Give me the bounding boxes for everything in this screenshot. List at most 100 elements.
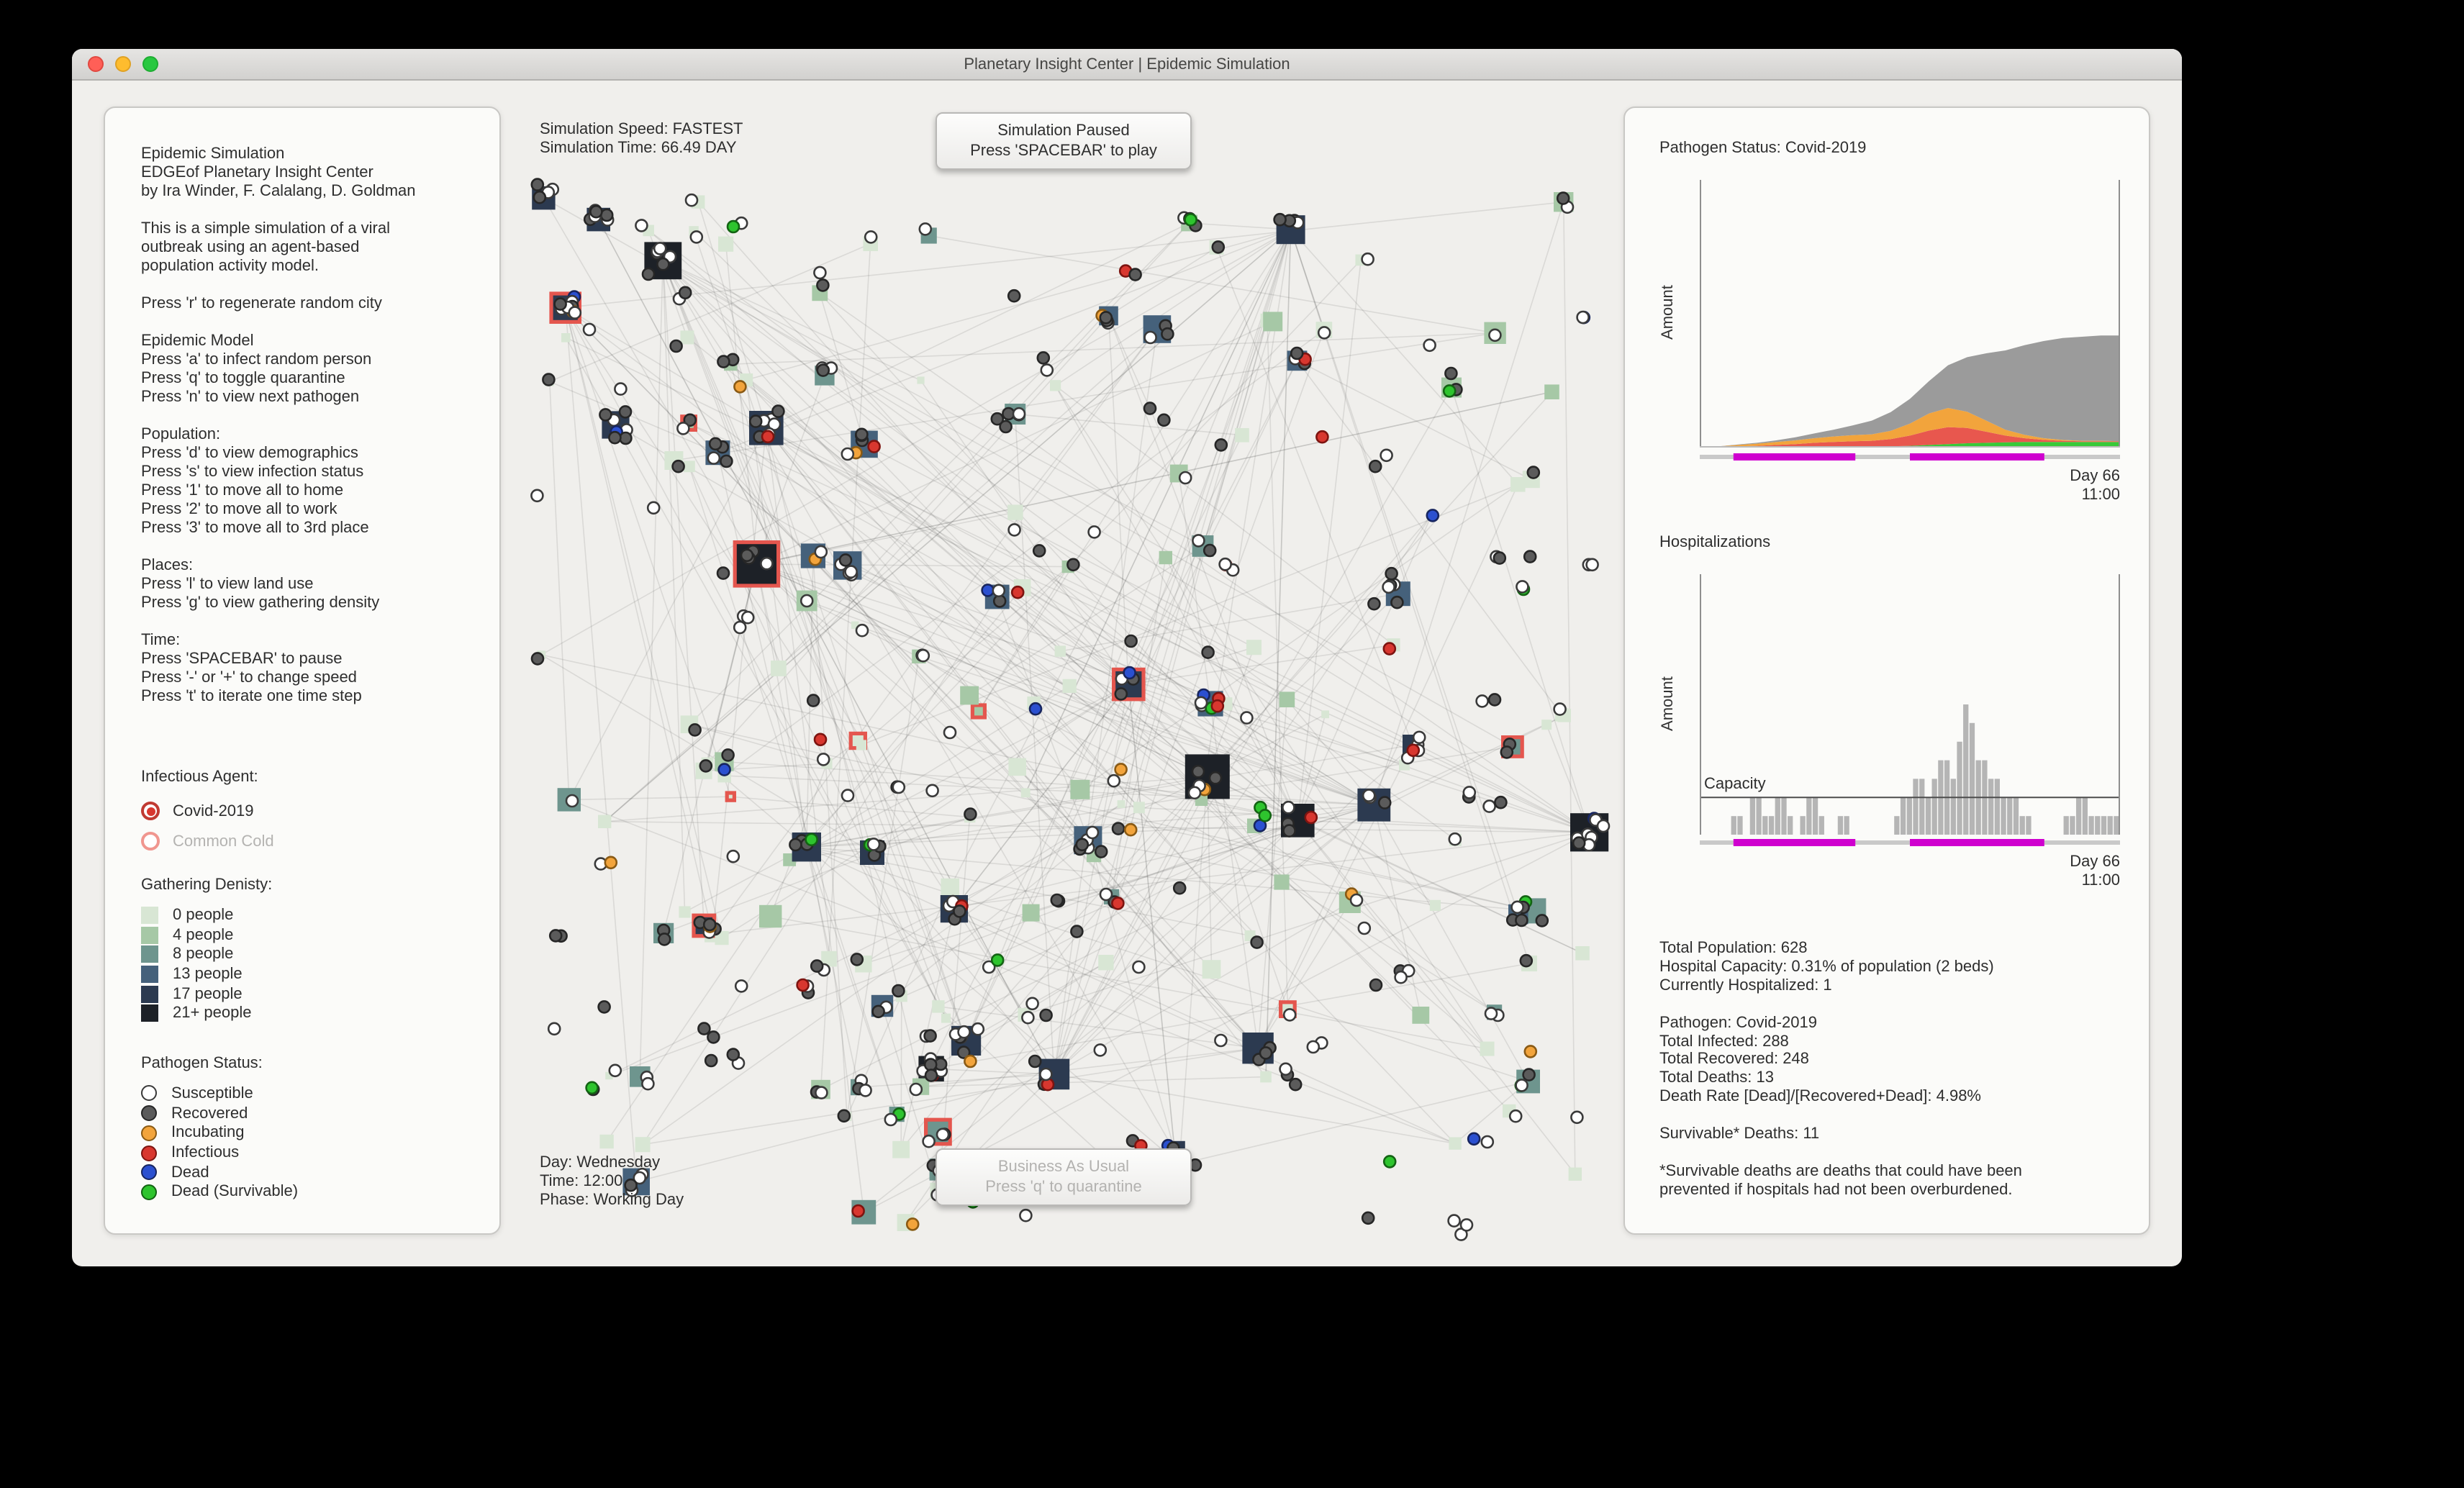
pathogen-status-legend-item: Infectious [141,1143,474,1162]
instruction-line: Press 'g' to view gathering density [141,594,380,612]
status-dot-icon [141,1105,157,1122]
clock-block: Day: Wednesday Time: 12:00 Phase: Workin… [540,1154,684,1210]
radio-icon [141,832,160,850]
pathogen-status-heading: Pathogen Status: [141,1055,263,1073]
infectious-agent-options: Covid-2019 Common Cold [141,796,474,856]
pathogen-status-legend-item: Incubating [141,1123,474,1143]
instruction-line: Population: [141,426,221,443]
gathering-legend-item: 17 people [141,984,474,1004]
quarantine-button-line2: Press 'q' to quarantine [985,1179,1142,1196]
hospitalizations-y-axis-label: Amount [1659,676,1677,731]
instruction-paragraph: Population: Press 'd' to view demographic… [141,426,474,538]
day-label: Day: Wednesday [540,1154,661,1171]
instruction-paragraph: Time: Press 'SPACEBAR' to pause Press '-' … [141,632,474,707]
instruction-line: Press '2' to move all to work [141,501,338,518]
density-swatch-icon [141,965,158,983]
stats-line: Currently Hospitalized: 1 [1659,976,1832,994]
simulation-speed-label: Simulation Speed: FASTEST [540,121,743,138]
right-panel: Pathogen Status: Covid-2019 Amount Day 6… [1623,106,2150,1235]
zoom-button[interactable] [142,56,158,72]
status-dot-icon [141,1145,157,1161]
minimize-button[interactable] [115,56,131,72]
gathering-legend-item: 4 people [141,925,474,944]
stats-line [1659,995,2022,1014]
simulation-speed-block: Simulation Speed: FASTEST Simulation Tim… [540,121,743,158]
instructions: Epidemic Simulation EDGEof Planetary Insi… [141,145,474,707]
simulation-time-label: Simulation Time: 66.49 DAY [540,140,737,157]
instruction-line: Press 'n' to view next pathogen [141,389,360,406]
infectious-agent-heading: Infectious Agent: [141,768,258,786]
chart1-time-label: 11:00 [2081,486,2120,504]
stats-line: prevented if hospitals had not been over… [1659,1181,2013,1199]
stats-line [1659,1144,2022,1163]
gathering-legend-label: 21+ people [173,1004,252,1022]
window-content: Epidemic Simulation EDGEof Planetary Insi… [72,81,2182,1265]
gathering-legend-item: 13 people [141,964,474,984]
density-swatch-icon [141,1004,158,1022]
stats-line [1659,1107,2022,1125]
agent-option-covid-2019[interactable]: Covid-2019 [141,796,474,826]
capacity-label: Capacity [1704,776,1766,793]
stats-line: Survivable* Deaths: 11 [1659,1125,1820,1143]
instruction-line: Epidemic Simulation [141,145,285,163]
instruction-line: Press '3' to move all to 3rd place [141,520,369,537]
time-label: Time: 12:00 [540,1173,623,1190]
instruction-line: Press 'l' to view land use [141,576,314,593]
quarantine-timeline-1 [1700,453,2120,461]
gathering-legend-item: 21+ people [141,1004,474,1023]
stats-line: *Survivable deaths are deaths that could… [1659,1162,2022,1180]
agent-option-common-cold[interactable]: Common Cold [141,826,474,856]
instruction-line: Press '1' to move all to home [141,482,344,499]
close-button[interactable] [88,56,104,72]
gathering-legend-label: 4 people [173,926,234,944]
pathogen-legend-label: Infectious [171,1144,240,1162]
instruction-line: Press 'q' to toggle quarantine [141,370,345,387]
instruction-line: Press 's' to view infection status [141,463,364,481]
app-window: Planetary Insight Center | Epidemic Simu… [72,49,2182,1266]
pause-button[interactable]: Simulation Paused Press 'SPACEBAR' to pl… [936,112,1192,170]
phase-label: Phase: Working Day [540,1192,684,1209]
instruction-line: Places: [141,557,194,574]
density-swatch-icon [141,926,158,944]
quarantine-button-line1: Business As Usual [997,1158,1130,1176]
instruction-line: Epidemic Model [141,332,254,350]
radio-dot [146,807,155,815]
stats-line: Total Recovered: 248 [1659,1051,1809,1069]
instruction-line: Press 'r' to regenerate random city [141,295,382,312]
instruction-line: Press '-' or '+' to change speed [141,669,357,686]
quarantine-button[interactable]: Business As Usual Press 'q' to quarantin… [936,1148,1192,1206]
stats-line: Death Rate [Dead]/[Recovered+Dead]: 4.98… [1659,1088,1981,1106]
instruction-paragraph: Press 'r' to regenerate random city [141,295,474,314]
instruction-paragraph: Epidemic Model Press 'a' to infect random… [141,332,474,407]
agent-option-label: Common Cold [173,833,274,850]
gathering-legend-label: 0 people [173,906,234,924]
instruction-paragraph: Epidemic Simulation EDGEof Planetary Insi… [141,145,474,201]
stats-line: Total Infected: 288 [1659,1033,1789,1051]
pathogen-legend-label: Dead (Survivable) [171,1183,299,1201]
simulation-map[interactable] [518,173,1612,1245]
pathogen-chart-y-axis-label: Amount [1659,285,1677,340]
pathogen-legend-label: Incubating [171,1124,245,1142]
map-edges [540,197,1590,1223]
agent-option-label: Covid-2019 [173,802,254,820]
status-dot-icon [141,1164,157,1181]
gathering-legend-label: 8 people [173,945,234,963]
instruction-line: Press 'SPACEBAR' to pause [141,650,343,668]
pathogen-chart-title: Pathogen Status: Covid-2019 [1659,140,1867,157]
pathogen-legend-label: Susceptible [171,1084,253,1102]
instruction-line: EDGEof Planetary Insight Center [141,164,373,181]
instruction-line: Press 'd' to view demographics [141,445,358,462]
pathogen-legend-label: Recovered [171,1104,248,1122]
pathogen-status-legend-item: Recovered [141,1104,474,1123]
status-dot-icon [141,1184,157,1200]
pathogen-legend-label: Dead [171,1163,209,1181]
stats-line: Total Population: 628 [1659,940,1808,957]
window-title: Planetary Insight Center | Epidemic Simu… [964,55,1290,73]
instruction-line: outbreak using an agent-based [141,239,360,256]
instruction-line: Press 'a' to infect random person [141,351,372,368]
status-dot-icon [141,1125,157,1141]
chart1-day-label: Day 66 [2070,468,2120,485]
stats-line: Hospital Capacity: 0.31% of population (… [1659,958,1994,976]
gathering-density-heading: Gathering Denisty: [141,876,273,894]
